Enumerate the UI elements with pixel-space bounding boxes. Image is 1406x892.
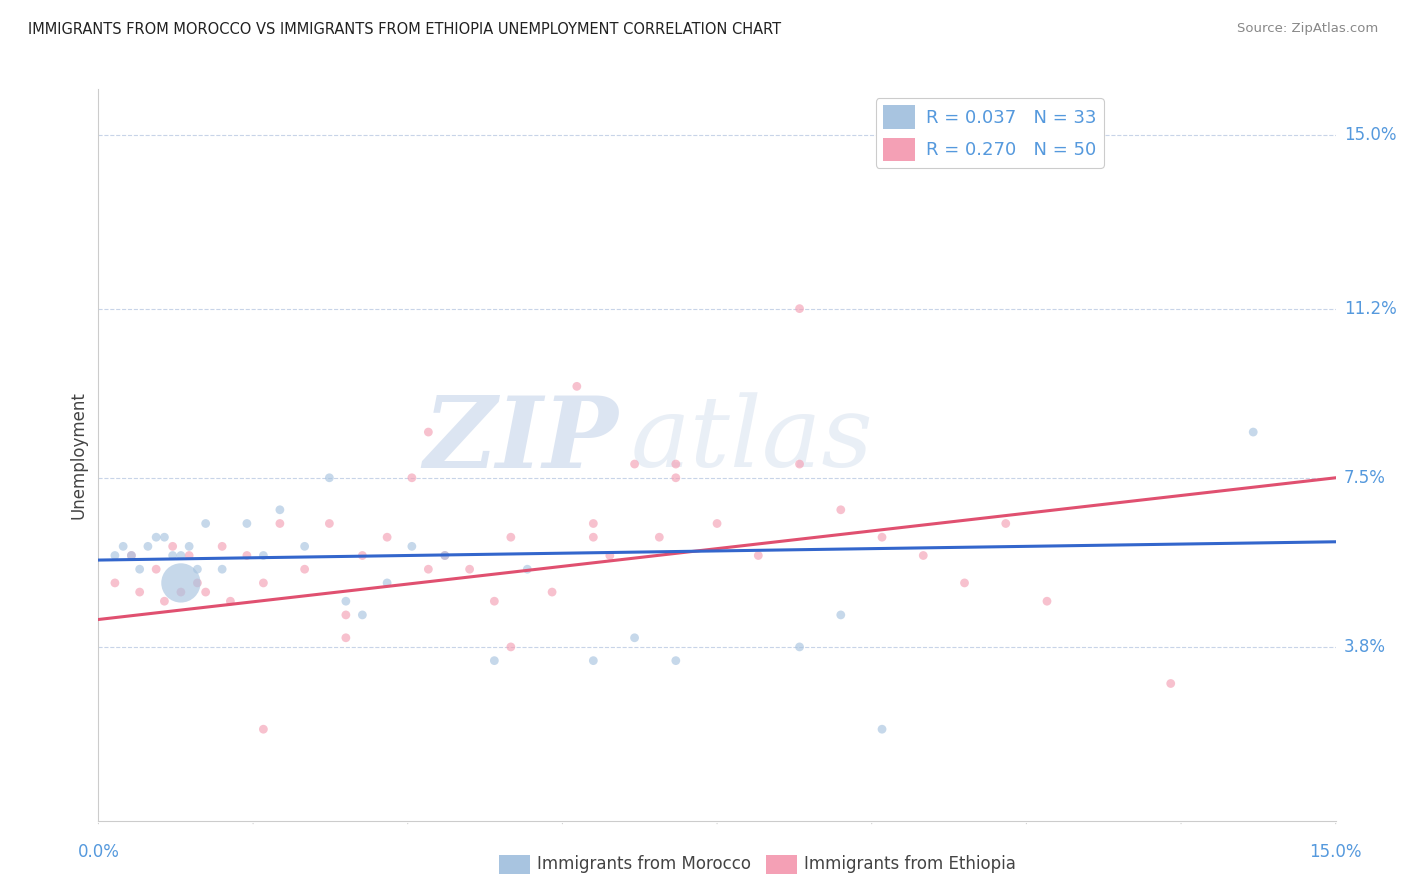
Point: [623, 457, 645, 471]
Text: 7.5%: 7.5%: [1344, 469, 1386, 487]
Point: [418, 562, 440, 576]
Point: [789, 640, 811, 654]
Point: [104, 549, 127, 563]
Point: [162, 539, 184, 553]
Point: [145, 562, 167, 576]
Point: [375, 530, 398, 544]
Point: [170, 576, 193, 591]
Point: [599, 549, 621, 563]
Point: [186, 562, 208, 576]
Point: [120, 549, 142, 563]
Point: [145, 530, 167, 544]
Point: [294, 562, 316, 576]
Point: [665, 471, 688, 485]
Point: [352, 607, 374, 622]
Point: [418, 425, 440, 439]
Point: [994, 516, 1017, 531]
Text: Immigrants from Ethiopia: Immigrants from Ethiopia: [804, 855, 1017, 873]
Point: [484, 654, 506, 668]
Text: 15.0%: 15.0%: [1309, 843, 1362, 861]
Point: [499, 530, 522, 544]
Point: [789, 301, 811, 316]
Point: [179, 549, 201, 563]
Point: [170, 549, 193, 563]
Point: [1241, 425, 1264, 439]
Point: [120, 549, 142, 563]
Text: Source: ZipAtlas.com: Source: ZipAtlas.com: [1237, 22, 1378, 36]
Point: [870, 723, 893, 737]
Point: [953, 576, 976, 591]
Text: 15.0%: 15.0%: [1344, 126, 1396, 144]
Point: [269, 516, 291, 531]
Point: [789, 457, 811, 471]
Point: [236, 549, 259, 563]
Point: [1160, 676, 1182, 690]
Point: [335, 607, 357, 622]
Point: [582, 530, 605, 544]
Point: [1036, 594, 1059, 608]
Point: [318, 516, 340, 531]
Point: [194, 585, 217, 599]
Point: [912, 549, 935, 563]
Point: [516, 562, 538, 576]
Text: Immigrants from Morocco: Immigrants from Morocco: [537, 855, 751, 873]
Point: [541, 585, 564, 599]
Point: [623, 631, 645, 645]
Point: [179, 539, 201, 553]
Legend: R = 0.037   N = 33, R = 0.270   N = 50: R = 0.037 N = 33, R = 0.270 N = 50: [876, 98, 1104, 168]
Point: [499, 640, 522, 654]
Point: [194, 516, 217, 531]
Point: [484, 594, 506, 608]
Point: [335, 631, 357, 645]
Point: [252, 549, 274, 563]
Point: [458, 562, 481, 576]
Text: IMMIGRANTS FROM MOROCCO VS IMMIGRANTS FROM ETHIOPIA UNEMPLOYMENT CORRELATION CHA: IMMIGRANTS FROM MOROCCO VS IMMIGRANTS FR…: [28, 22, 782, 37]
Point: [582, 516, 605, 531]
Point: [582, 654, 605, 668]
Point: [112, 539, 135, 553]
Point: [401, 539, 423, 553]
Point: [747, 549, 769, 563]
Text: 0.0%: 0.0%: [77, 843, 120, 861]
Point: [870, 530, 893, 544]
Point: [375, 576, 398, 591]
Text: 11.2%: 11.2%: [1344, 300, 1396, 318]
Point: [153, 594, 176, 608]
Y-axis label: Unemployment: Unemployment: [69, 391, 87, 519]
Point: [294, 539, 316, 553]
Point: [401, 471, 423, 485]
Point: [706, 516, 728, 531]
Point: [211, 562, 233, 576]
Point: [318, 471, 340, 485]
Point: [665, 457, 688, 471]
Point: [236, 516, 259, 531]
Point: [269, 502, 291, 516]
Point: [170, 585, 193, 599]
Point: [335, 594, 357, 608]
Text: atlas: atlas: [630, 392, 873, 488]
Point: [136, 539, 159, 553]
Point: [104, 576, 127, 591]
Point: [648, 530, 671, 544]
Point: [830, 607, 852, 622]
Point: [252, 723, 274, 737]
Point: [433, 549, 456, 563]
Point: [352, 549, 374, 563]
Point: [128, 585, 150, 599]
Point: [211, 539, 233, 553]
Point: [830, 502, 852, 516]
Point: [128, 562, 150, 576]
Point: [153, 530, 176, 544]
Point: [252, 576, 274, 591]
Point: [186, 576, 208, 591]
Text: 3.8%: 3.8%: [1344, 638, 1386, 656]
Point: [665, 654, 688, 668]
Text: ZIP: ZIP: [423, 392, 619, 489]
Point: [565, 379, 588, 393]
Point: [219, 594, 242, 608]
Point: [433, 549, 456, 563]
Point: [162, 549, 184, 563]
